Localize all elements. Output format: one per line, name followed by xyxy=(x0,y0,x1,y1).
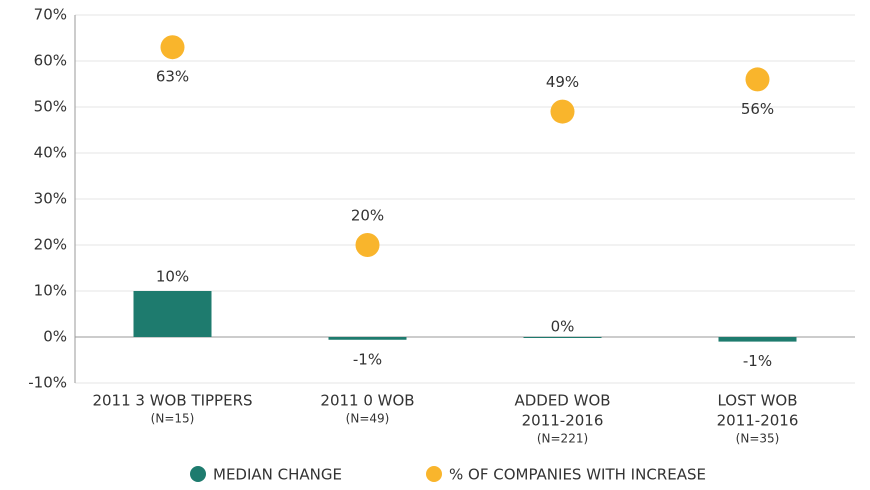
legend-swatch xyxy=(426,466,442,482)
point xyxy=(745,67,770,92)
x-tick-label: (N=221) xyxy=(537,432,588,446)
data-label: 63% xyxy=(156,68,189,86)
bar xyxy=(133,291,212,337)
y-tick-label: 20% xyxy=(34,236,67,254)
data-label: 20% xyxy=(351,207,384,225)
y-tick-label: 60% xyxy=(34,52,67,70)
x-tick-label: 2011-2016 xyxy=(522,412,604,430)
legend-label: % OF COMPANIES WITH INCREASE xyxy=(449,466,706,484)
y-tick-label: -10% xyxy=(28,374,67,392)
data-label: 0% xyxy=(551,318,575,336)
data-label: 49% xyxy=(546,73,579,91)
x-tick-label: (N=35) xyxy=(736,432,780,446)
x-tick-label: (N=49) xyxy=(346,412,390,426)
bar xyxy=(523,337,602,338)
data-label: -1% xyxy=(353,350,382,368)
x-tick-label: LOST WOB xyxy=(717,392,797,410)
y-tick-label: 30% xyxy=(34,190,67,208)
data-label: 56% xyxy=(741,100,774,118)
legend-swatch xyxy=(190,466,206,482)
data-label: 10% xyxy=(156,268,189,286)
y-tick-label: 50% xyxy=(34,98,67,116)
y-tick-label: 10% xyxy=(34,282,67,300)
x-tick-label: 2011 0 WOB xyxy=(320,392,414,410)
data-label: -1% xyxy=(743,352,772,370)
legend-label: MEDIAN CHANGE xyxy=(213,466,342,484)
bar xyxy=(718,337,797,342)
point xyxy=(355,233,380,257)
y-tick-label: 0% xyxy=(43,328,67,346)
x-tick-label: (N=15) xyxy=(151,412,195,426)
point xyxy=(160,35,185,60)
y-tick-label: 70% xyxy=(34,6,67,24)
x-tick-label: 2011-2016 xyxy=(717,412,799,430)
x-tick-label: ADDED WOB xyxy=(514,392,610,410)
x-tick-label: 2011 3 WOB TIPPERS xyxy=(92,392,252,410)
y-tick-label: 40% xyxy=(34,144,67,162)
bar xyxy=(328,337,407,340)
point xyxy=(550,99,575,124)
